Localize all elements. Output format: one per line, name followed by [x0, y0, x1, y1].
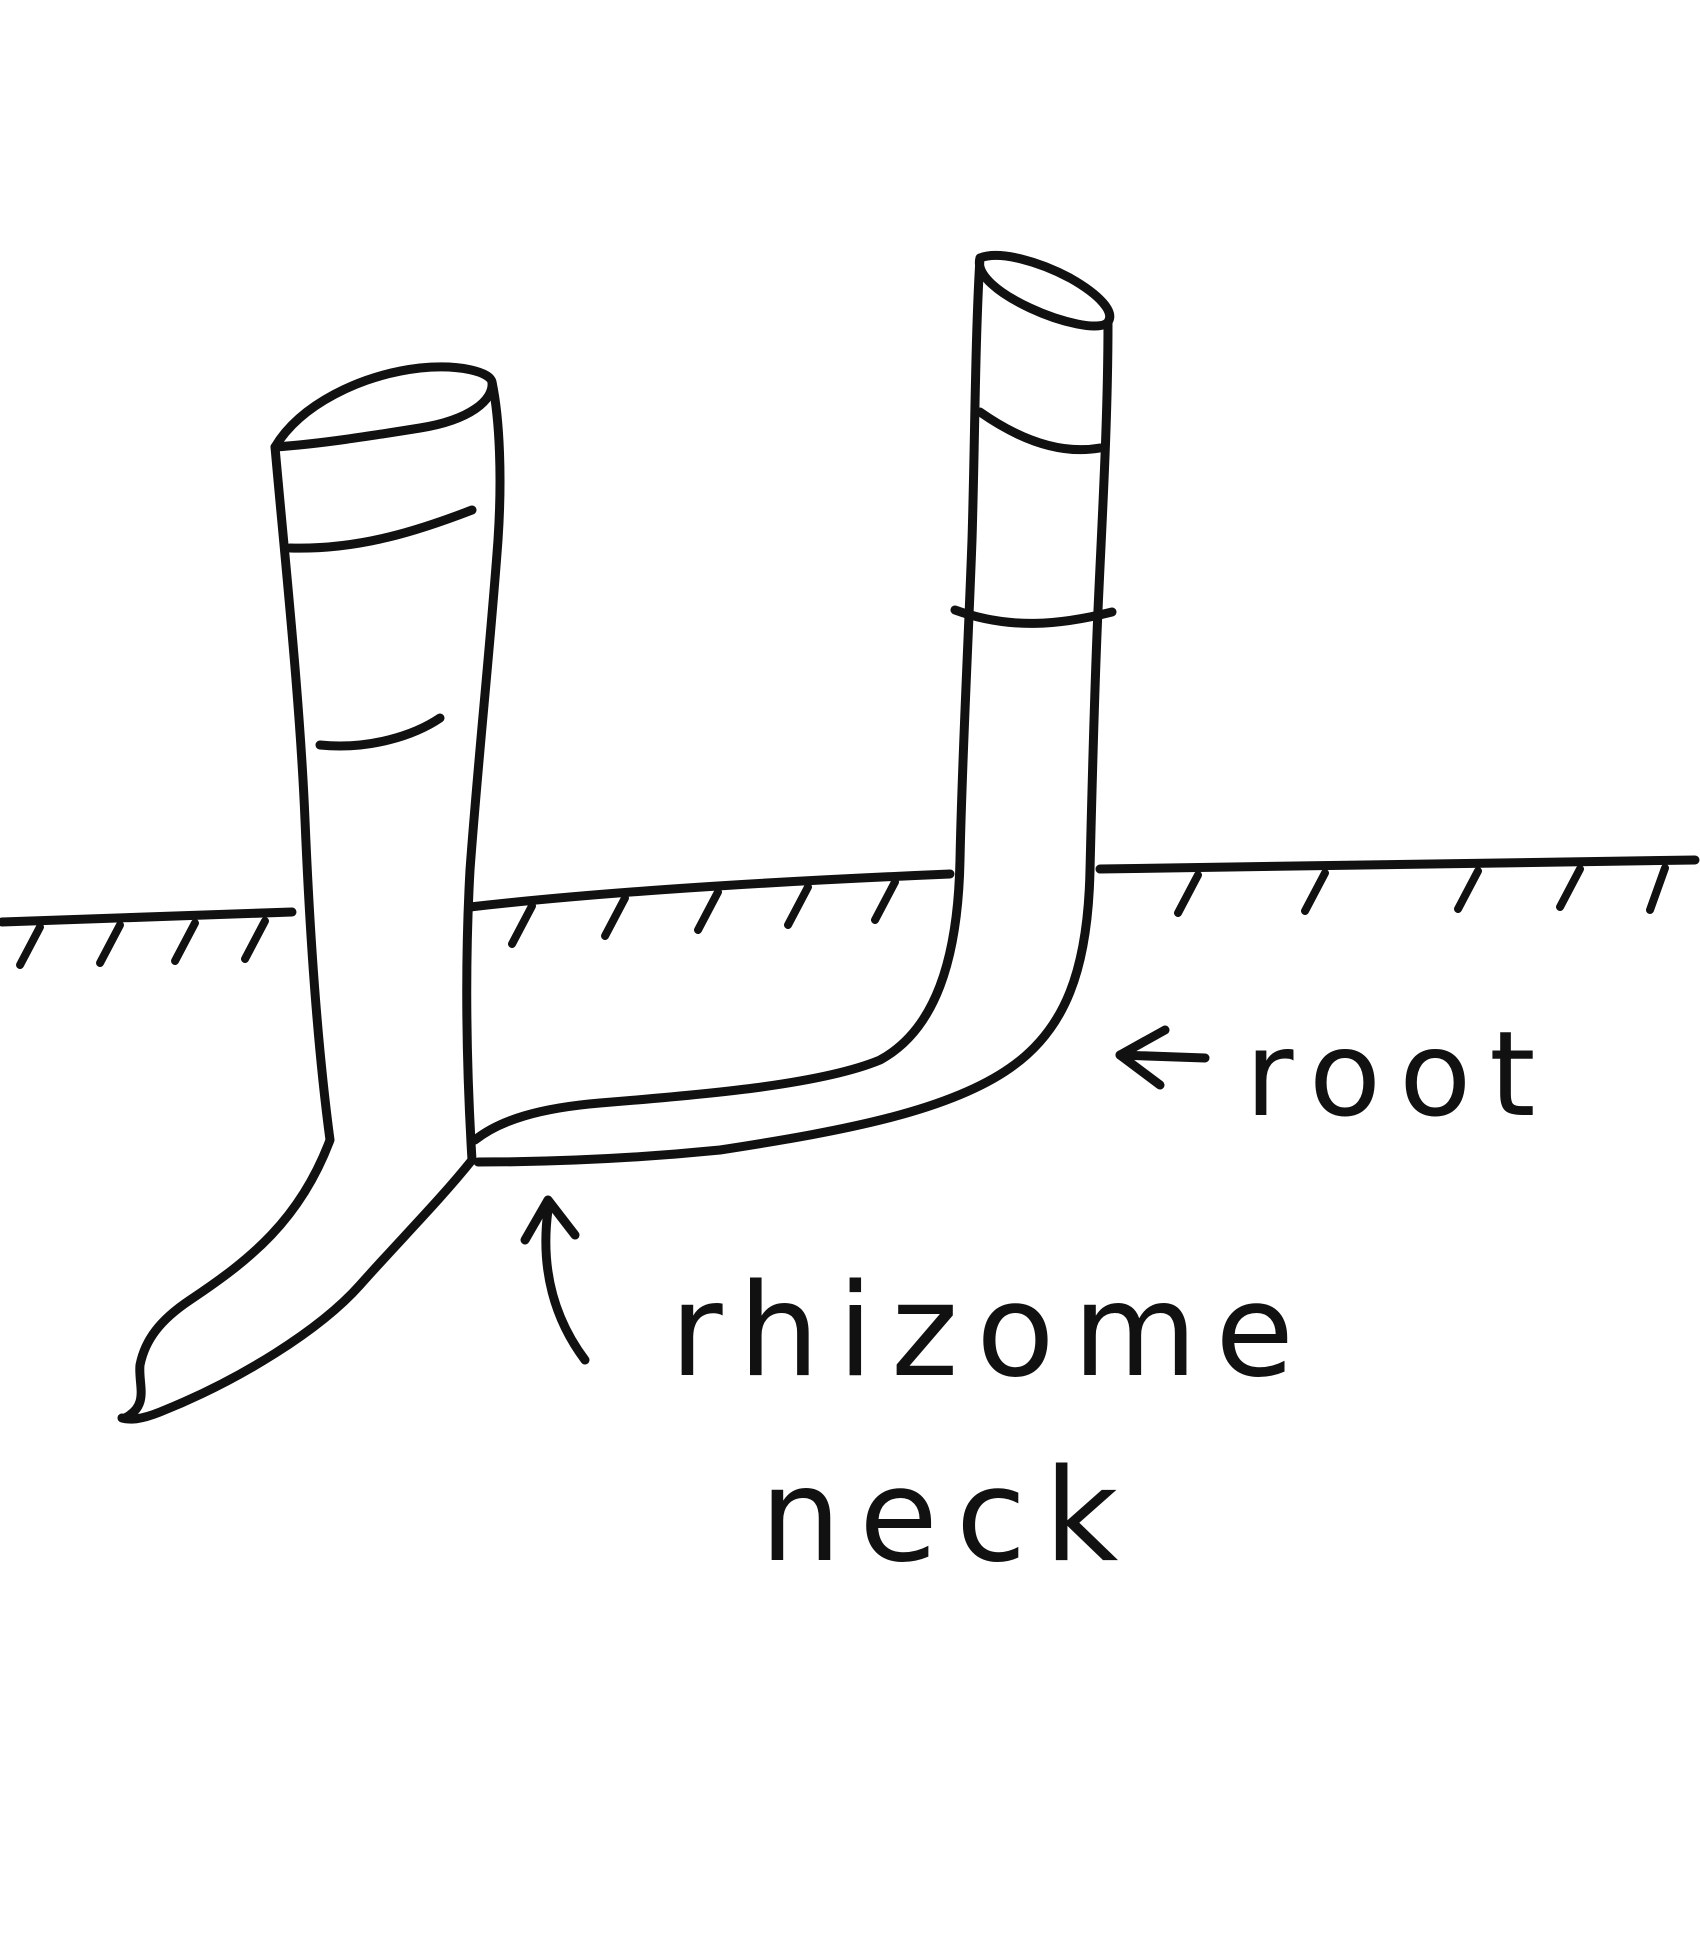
- left-stem-left-edge: [120, 442, 335, 1423]
- neck-label: neck: [760, 1442, 1136, 1591]
- ground-segment-right: [1095, 855, 1700, 874]
- left-stem-band-1: [285, 505, 477, 553]
- rhizome-neck-arrow-shaft: [541, 1205, 590, 1365]
- right-stem: [470, 250, 1117, 1167]
- rhizome-neck-arrow: [520, 1195, 590, 1365]
- left-stem-right-edge: [117, 377, 505, 1424]
- rhizome-neck-arrow-head: [520, 1195, 580, 1245]
- left-stem-top-ellipse: [270, 362, 497, 452]
- ground-segment-left: [0, 907, 297, 927]
- ground-segment-middle: [465, 869, 955, 912]
- rhizome-label: rhizome: [670, 1257, 1312, 1406]
- right-stem-top-ellipse: [974, 250, 1115, 331]
- right-stem-left-edge: [470, 253, 985, 1145]
- left-stem: [117, 362, 505, 1424]
- right-stem-band-1: [975, 407, 1105, 455]
- ground-line: [0, 855, 1700, 927]
- left-stem-band-2: [315, 713, 445, 751]
- root-label: root: [1245, 1005, 1554, 1143]
- root-arrow-head: [1115, 1025, 1170, 1090]
- ground-hatching: [16, 864, 1669, 969]
- right-stem-band-2: [950, 605, 1117, 628]
- right-stem-right-edge: [473, 317, 1113, 1167]
- root-arrow-shaft: [1115, 1050, 1210, 1063]
- root-arrow: [1115, 1025, 1210, 1090]
